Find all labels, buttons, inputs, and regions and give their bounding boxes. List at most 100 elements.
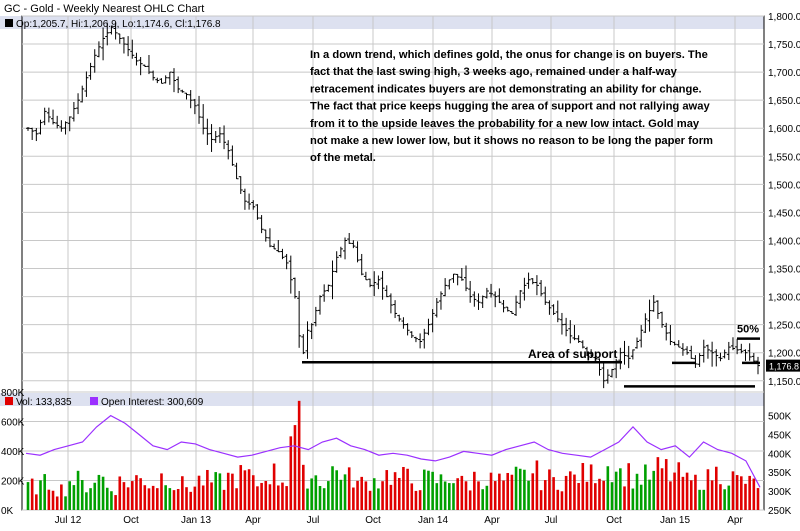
volume-bar [335, 470, 338, 510]
volume-bar [276, 485, 280, 510]
volume-bar [468, 490, 472, 510]
volume-axis-tick-label: 600K [1, 418, 25, 429]
volume-bar [118, 476, 122, 510]
volume-bar [39, 480, 42, 510]
volume-bar [610, 482, 614, 510]
volume-bar [360, 476, 364, 510]
time-axis-tick-label: Jul [545, 515, 558, 526]
volume-bar [89, 488, 92, 510]
volume-bar [619, 468, 622, 510]
volume-bar [247, 469, 251, 510]
volume-bar [156, 488, 159, 510]
last-price-box [766, 359, 800, 372]
volume-axis-tick-label: 800K [1, 388, 25, 399]
volume-bar [685, 472, 689, 510]
volume-bar [431, 471, 434, 510]
volume-bar [422, 469, 426, 510]
volume-bar [281, 482, 284, 510]
volume-bar [197, 475, 201, 510]
volume-bar [101, 476, 105, 510]
volume-bar [677, 462, 681, 510]
volume-bar [568, 471, 572, 510]
volume-bar [452, 483, 455, 510]
time-axis-tick-label: Apr [484, 515, 500, 526]
volume-bar [502, 480, 505, 510]
volume-bar [235, 488, 238, 510]
volume-bar [414, 490, 418, 510]
volume-bar [310, 478, 313, 510]
volume-bar [347, 467, 351, 510]
fifty-percent-label: 50% [737, 324, 759, 336]
volume-bar [176, 489, 180, 510]
volume-bar [631, 488, 635, 510]
price-axis-tick-label: 1,500.00 [768, 180, 800, 191]
volume-bar [706, 469, 710, 510]
volume-bar [435, 483, 439, 510]
volume-bar [518, 468, 522, 510]
volume-bar [105, 487, 109, 510]
time-axis-tick-label: Jul 12 [55, 515, 82, 526]
volume-bar [752, 478, 756, 510]
price-axis-tick-label: 1,300.00 [768, 293, 800, 304]
volume-bar [485, 485, 489, 510]
volume-bar [364, 481, 368, 510]
volume-bar [573, 474, 576, 510]
volume-bar [648, 479, 651, 510]
volume-bar [352, 487, 355, 510]
volume-bar [723, 489, 726, 510]
volume-bar [251, 475, 255, 510]
volume-bar [218, 473, 222, 510]
volume-axis-tick-label: 0K [1, 506, 14, 517]
price-legend: Op:1,205.7, Hi:1,206.9, Lo:1,174.6, Cl:1… [16, 19, 221, 30]
volume-bar [210, 482, 213, 510]
volume-bar [669, 481, 672, 510]
price-legend-strip [0, 16, 764, 29]
support-label: Area of support [528, 347, 617, 361]
volume-bar [535, 460, 539, 510]
volume-bar [130, 481, 134, 510]
price-axis-tick-label: 1,800.00 [768, 12, 800, 23]
annotation-line: from it to the upside leaves the probabi… [310, 118, 700, 130]
volume-bar [322, 488, 326, 510]
volume-bar [264, 480, 268, 510]
volume-bar [60, 484, 63, 510]
volume-bar [652, 470, 656, 510]
volume-bar [306, 488, 309, 510]
volume-bar [72, 485, 76, 510]
volume-bar [393, 472, 397, 510]
volume-bar [410, 483, 414, 510]
volume-bar [30, 478, 34, 510]
volume-bar [318, 485, 322, 510]
time-axis-tick-label: Oct [365, 515, 381, 526]
time-axis-tick-label: Jul [307, 515, 320, 526]
volume-bar [272, 463, 276, 510]
volume-bar [589, 464, 593, 510]
volume-bar [560, 491, 564, 510]
annotation-line: of the metal. [310, 152, 376, 164]
volume-bar [702, 489, 706, 510]
volume-bar [181, 476, 184, 510]
volume-bar [523, 469, 526, 510]
volume-bar [339, 479, 343, 510]
volume-bar [160, 473, 163, 510]
price-axis-tick-label: 1,400.00 [768, 236, 800, 247]
volume-bar [327, 481, 330, 510]
volume-bar [260, 482, 263, 510]
volume-bar [302, 464, 305, 510]
volume-bar [673, 472, 676, 510]
annotation-line: not make a new lower low, but it shows n… [310, 135, 713, 147]
volume-bar [110, 491, 113, 510]
volume-bar [151, 485, 155, 510]
volume-bar [756, 488, 760, 510]
annotation-line: In a down trend, which defines gold, the… [310, 49, 708, 61]
volume-bar [201, 485, 205, 510]
volume-bar [627, 463, 630, 510]
volume-bar [239, 465, 243, 510]
volume-bar [660, 468, 664, 510]
volume-bar [85, 492, 88, 510]
last-price-label: 1,176.8 [769, 362, 799, 372]
time-axis-tick-label: Oct [123, 515, 139, 526]
volume-bar [602, 480, 605, 510]
volume-bar [256, 486, 259, 510]
volume-bar [139, 478, 142, 510]
